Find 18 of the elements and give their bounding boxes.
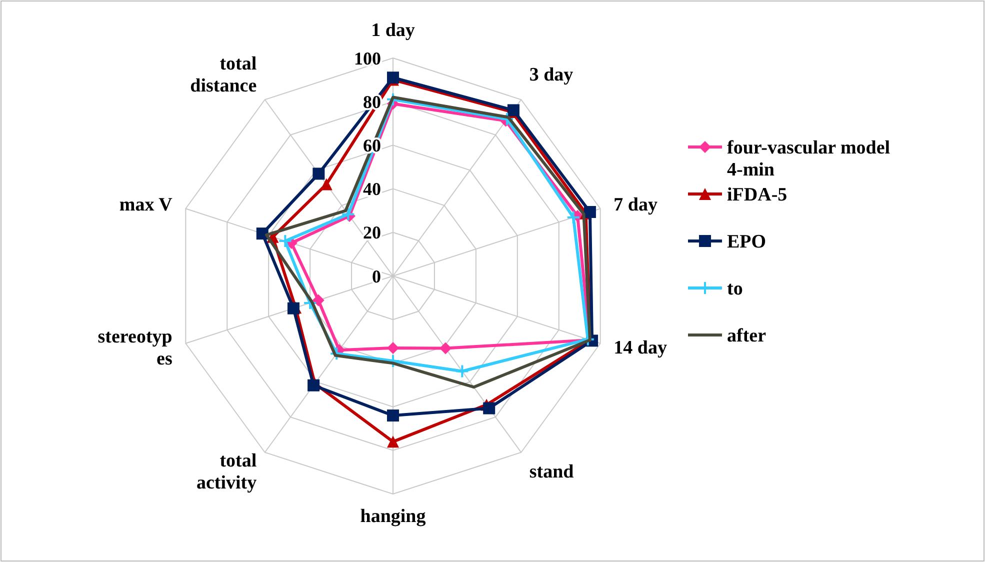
- spoke-label: 14 day: [614, 338, 668, 359]
- legend-label: after: [727, 326, 767, 347]
- spoke-label: total distance: [190, 53, 257, 96]
- y-tick-label: 20: [363, 222, 381, 243]
- y-tick-label: 0: [372, 266, 381, 286]
- spoke-label: 3 day: [529, 64, 574, 86]
- legend-label: iFDA-5: [727, 184, 788, 206]
- y-tick-label: 40: [363, 179, 381, 200]
- y-tick-label: 100: [354, 48, 381, 68]
- spoke-label: max V: [119, 194, 173, 216]
- spoke-label: stand: [529, 462, 574, 483]
- spoke-label: 7 day: [614, 194, 658, 216]
- spoke-label: 1 day: [371, 20, 416, 41]
- legend-label: EPO: [727, 232, 766, 253]
- spoke-label: hanging: [360, 506, 426, 527]
- spoke-label: stereotyp es: [98, 326, 172, 370]
- legend-label: to: [727, 278, 743, 300]
- spoke-label: total activity: [196, 450, 258, 494]
